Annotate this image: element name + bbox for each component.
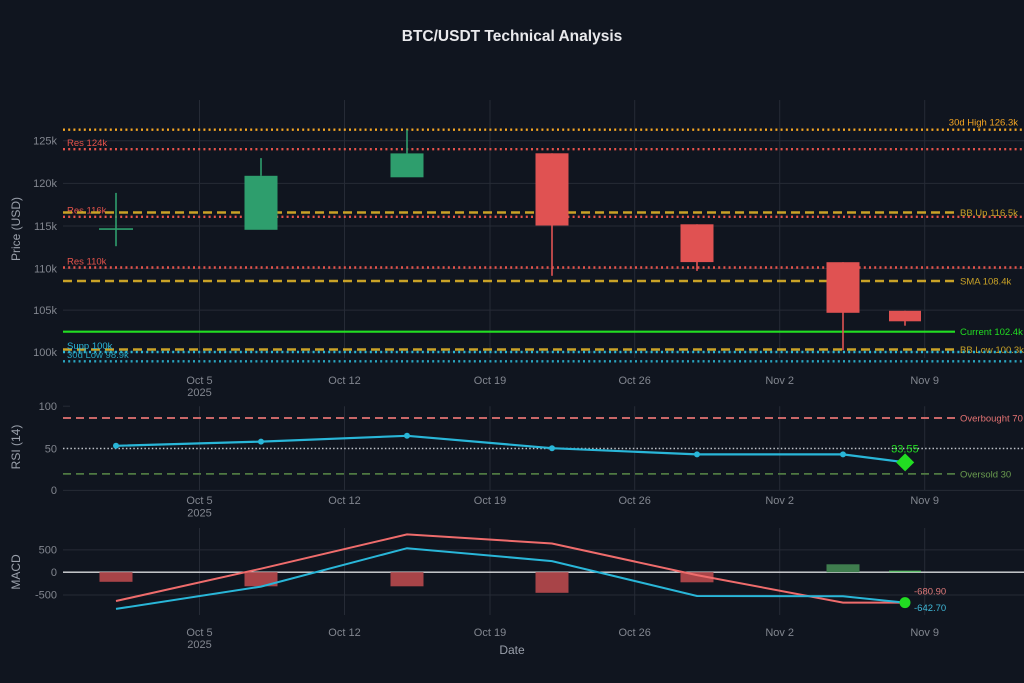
svg-text:30d High 126.3k: 30d High 126.3k bbox=[949, 118, 1018, 129]
svg-text:Date: Date bbox=[499, 643, 525, 657]
svg-text:33.55: 33.55 bbox=[891, 444, 919, 456]
svg-text:30d Low 98.9k: 30d Low 98.9k bbox=[67, 350, 129, 361]
svg-text:Oct 5: Oct 5 bbox=[186, 495, 212, 507]
svg-text:2025: 2025 bbox=[187, 507, 211, 519]
svg-text:50: 50 bbox=[45, 443, 57, 455]
svg-text:125k: 125k bbox=[33, 136, 57, 148]
svg-text:Oct 19: Oct 19 bbox=[474, 495, 506, 507]
svg-text:Nov 9: Nov 9 bbox=[910, 627, 939, 639]
svg-text:RSI (14): RSI (14) bbox=[9, 425, 23, 470]
svg-text:Res 110k: Res 110k bbox=[67, 256, 107, 267]
svg-text:SMA 108.4k: SMA 108.4k bbox=[960, 277, 1011, 288]
svg-text:MACD: MACD bbox=[9, 554, 23, 590]
svg-text:Price (USD): Price (USD) bbox=[9, 197, 23, 261]
svg-text:BB Low 100.3k: BB Low 100.3k bbox=[960, 345, 1024, 356]
svg-text:Oct 19: Oct 19 bbox=[474, 375, 506, 387]
svg-text:0: 0 bbox=[51, 485, 57, 497]
svg-text:105k: 105k bbox=[33, 305, 57, 317]
svg-text:Nov 9: Nov 9 bbox=[910, 495, 939, 507]
svg-text:100: 100 bbox=[39, 401, 57, 413]
svg-text:Oct 12: Oct 12 bbox=[328, 375, 360, 387]
svg-text:-500: -500 bbox=[35, 590, 57, 602]
svg-text:BB Up 116.5k: BB Up 116.5k bbox=[960, 208, 1018, 219]
svg-text:500: 500 bbox=[39, 545, 57, 557]
svg-text:Oct 26: Oct 26 bbox=[618, 627, 650, 639]
svg-text:-680.90: -680.90 bbox=[914, 587, 946, 598]
svg-text:Current 102.4k: Current 102.4k bbox=[960, 327, 1023, 338]
svg-text:120k: 120k bbox=[33, 178, 57, 190]
svg-text:Nov 2: Nov 2 bbox=[765, 495, 794, 507]
svg-text:Res 116k: Res 116k bbox=[67, 206, 107, 217]
svg-text:Nov 2: Nov 2 bbox=[765, 627, 794, 639]
svg-text:Overbought 70: Overbought 70 bbox=[960, 414, 1023, 425]
svg-text:Oct 26: Oct 26 bbox=[618, 495, 650, 507]
svg-text:Nov 9: Nov 9 bbox=[910, 375, 939, 387]
svg-text:100k: 100k bbox=[33, 347, 57, 359]
svg-text:BTC/USDT Technical Analysis: BTC/USDT Technical Analysis bbox=[402, 28, 623, 45]
svg-text:Oct 26: Oct 26 bbox=[618, 375, 650, 387]
svg-text:Oct 12: Oct 12 bbox=[328, 627, 360, 639]
svg-text:Oversold 30: Oversold 30 bbox=[960, 469, 1011, 480]
svg-text:Oct 19: Oct 19 bbox=[474, 627, 506, 639]
svg-text:0: 0 bbox=[51, 567, 57, 579]
svg-text:Oct 12: Oct 12 bbox=[328, 495, 360, 507]
svg-text:110k: 110k bbox=[34, 263, 58, 275]
svg-text:Oct 5: Oct 5 bbox=[186, 375, 212, 387]
svg-text:Res 124k: Res 124k bbox=[67, 138, 107, 149]
svg-text:115k: 115k bbox=[34, 221, 58, 233]
svg-text:-642.70: -642.70 bbox=[914, 603, 946, 614]
svg-text:Nov 2: Nov 2 bbox=[765, 375, 794, 387]
svg-text:2025: 2025 bbox=[187, 639, 211, 651]
svg-text:Oct 5: Oct 5 bbox=[186, 627, 212, 639]
svg-text:2025: 2025 bbox=[187, 387, 211, 399]
